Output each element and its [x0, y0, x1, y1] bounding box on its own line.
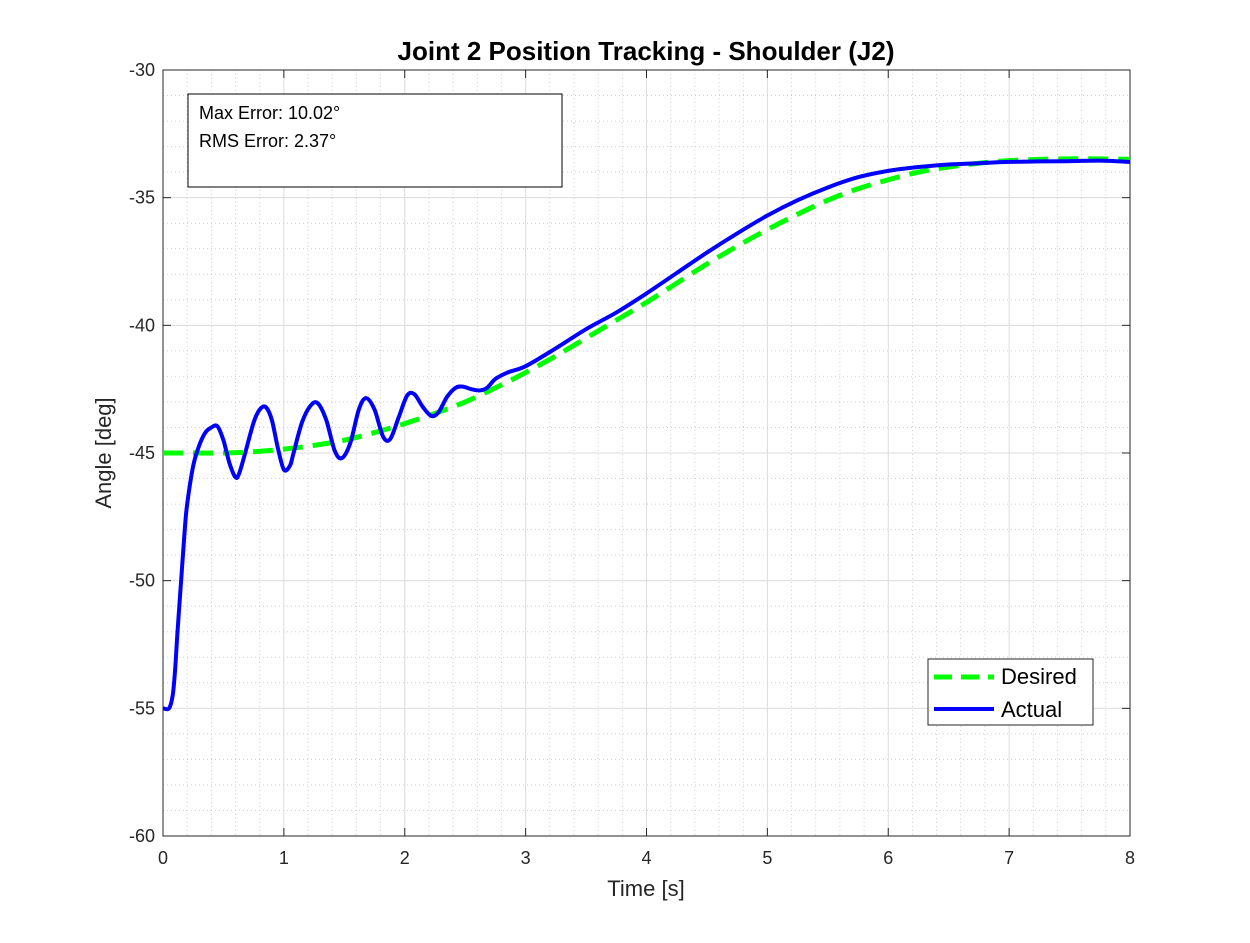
y-tick-label: -35: [129, 188, 155, 208]
y-axis-label: Angle [deg]: [91, 397, 116, 508]
x-tick-label: 4: [641, 848, 651, 868]
x-tick-label: 8: [1125, 848, 1135, 868]
y-tick-label: -30: [129, 60, 155, 80]
legend-box: [927, 658, 1094, 726]
y-tick-label: -45: [129, 443, 155, 463]
legend: Desired Actual: [927, 658, 1094, 726]
x-tick-label: 2: [400, 848, 410, 868]
legend-actual-label: Actual: [1001, 697, 1062, 722]
x-tick-label: 3: [521, 848, 531, 868]
rms-error-text: RMS Error: 2.37°: [199, 131, 336, 151]
series-layer: [163, 156, 1130, 712]
x-tick-labels: 0 1 2 3 4 5 6 7 8: [158, 848, 1135, 868]
major-grid: [163, 70, 1130, 836]
x-tick-label: 6: [883, 848, 893, 868]
x-tick-label: 1: [279, 848, 289, 868]
series-line-actual: [163, 158, 1130, 712]
y-tick-label: -40: [129, 315, 155, 335]
x-tick-label: 7: [1004, 848, 1014, 868]
x-axis-label: Time [s]: [607, 876, 684, 901]
max-error-text: Max Error: 10.02°: [199, 103, 340, 123]
chart-title: Joint 2 Position Tracking - Shoulder (J2…: [398, 36, 895, 66]
legend-desired-label: Desired: [1001, 664, 1077, 689]
stats-box: [187, 93, 563, 188]
y-tick-labels: -30 -35 -40 -45 -50 -55 -60: [129, 60, 155, 846]
y-tick-label: -50: [129, 571, 155, 591]
y-tick-label: -55: [129, 698, 155, 718]
stats-annotation: Max Error: 10.02° RMS Error: 2.37°: [187, 93, 563, 188]
y-tick-label: -60: [129, 826, 155, 846]
x-tick-label: 5: [762, 848, 772, 868]
x-tick-label: 0: [158, 848, 168, 868]
